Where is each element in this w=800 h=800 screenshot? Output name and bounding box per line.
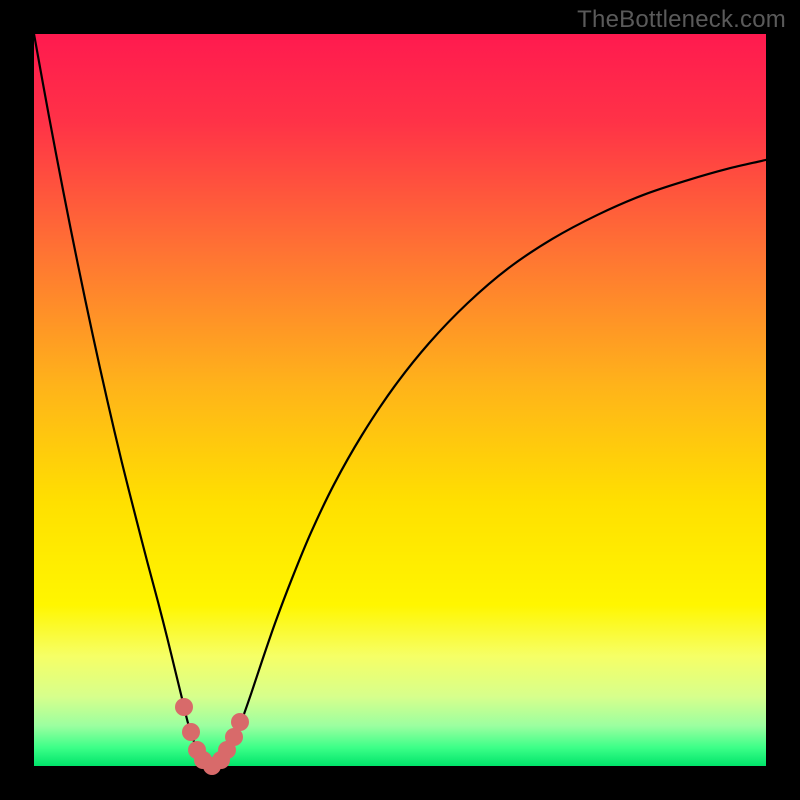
watermark-text: TheBottleneck.com — [577, 6, 786, 34]
bottleneck-curve — [34, 34, 766, 766]
curve-marker — [231, 713, 249, 731]
chart-plot-area — [34, 34, 766, 766]
curve-marker — [182, 723, 200, 741]
curve-marker — [175, 698, 193, 716]
